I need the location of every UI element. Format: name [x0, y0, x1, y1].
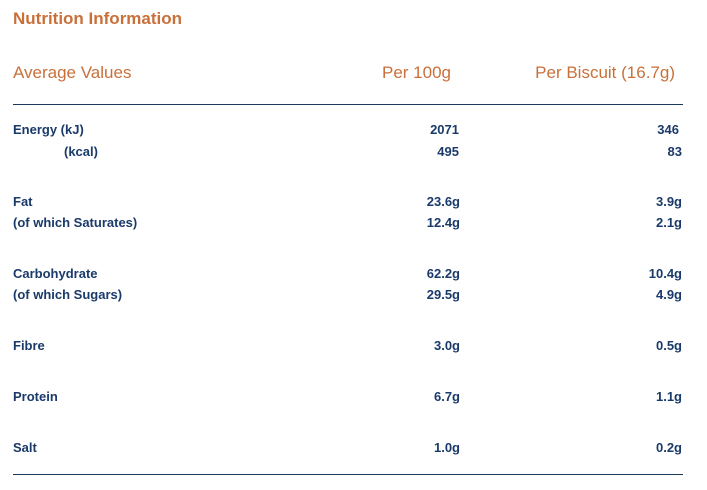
row-label-protein: Protein [13, 389, 58, 404]
row-label-fibre: Fibre [13, 338, 45, 353]
column-header-per-100g: Per 100g [382, 63, 451, 82]
row-per100-energy-kj: 2071 [430, 122, 459, 137]
row-per100-protein: 6.7g [433, 389, 460, 404]
row-label-energy-kcal: (kcal) [64, 144, 98, 159]
row-perbiscuit-energy-kj: 346 [657, 122, 679, 137]
row-label-energy-kj: Energy (kJ) [13, 122, 84, 137]
row-perbiscuit-salt: 0.2g [655, 440, 682, 455]
row-perbiscuit-protein: 1.1g [655, 389, 682, 404]
row-per100-carbohydrate: 62.2g [426, 266, 460, 281]
row-perbiscuit-sugars: 4.9g [655, 287, 682, 302]
page-title: Nutrition Information [13, 9, 183, 28]
column-header-per-biscuit: Per Biscuit (16.7g) [535, 63, 675, 82]
row-perbiscuit-energy-kcal: 83 [667, 144, 682, 159]
row-perbiscuit-fibre: 0.5g [655, 338, 682, 353]
table-bottom-divider [13, 474, 683, 475]
table-top-divider [13, 104, 683, 105]
row-per100-saturates: 12.4g [426, 215, 460, 230]
row-per100-sugars: 29.5g [426, 287, 460, 302]
row-per100-energy-kcal: 495 [437, 144, 459, 159]
row-perbiscuit-carbohydrate: 10.4g [648, 266, 682, 281]
row-label-carbohydrate: Carbohydrate [13, 266, 98, 281]
row-per100-salt: 1.0g [433, 440, 460, 455]
row-per100-fat: 23.6g [426, 194, 460, 209]
column-header-average-values: Average Values [13, 63, 132, 82]
row-label-salt: Salt [13, 440, 37, 455]
row-per100-fibre: 3.0g [433, 338, 460, 353]
row-label-saturates: (of which Saturates) [13, 215, 138, 230]
row-perbiscuit-saturates: 2.1g [655, 215, 682, 230]
row-label-sugars: (of which Sugars) [13, 287, 123, 302]
row-perbiscuit-fat: 3.9g [655, 194, 682, 209]
row-label-fat: Fat [13, 194, 33, 209]
